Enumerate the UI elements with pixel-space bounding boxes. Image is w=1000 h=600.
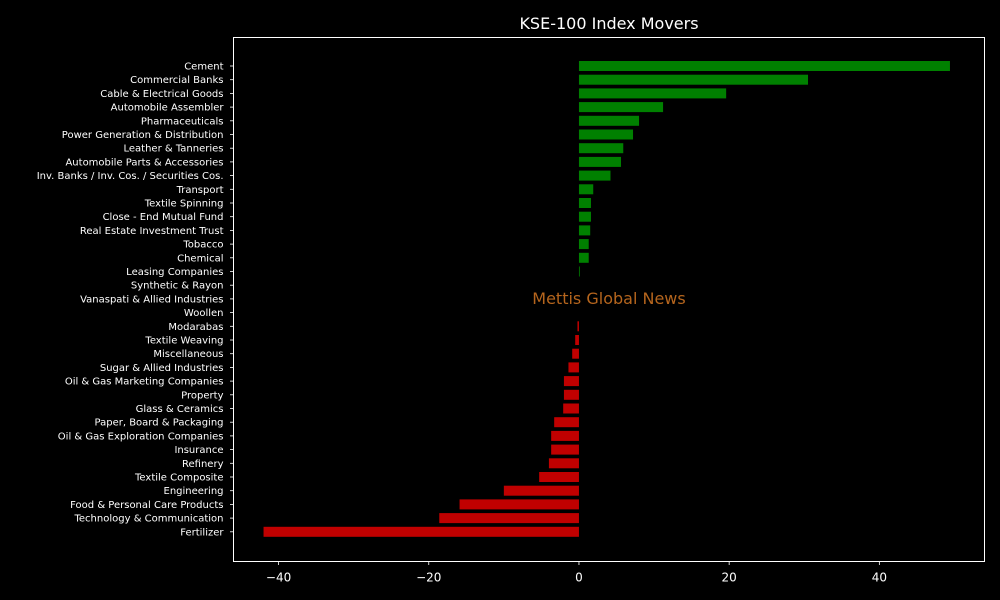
bar-28 [551,444,579,455]
bar-25 [563,403,579,414]
category-label-16: Synthetic & Rayon [131,281,224,292]
category-label-15: Leasing Companies [126,267,223,278]
bar-30 [539,472,579,482]
category-label-29: Refinery [182,459,224,470]
bar-1 [578,74,809,85]
bar-34 [263,526,579,537]
x-axis: −40 −20 0 20 40 [266,561,887,585]
category-label-11: Close - End Mutual Fund [103,212,224,223]
category-label-28: Insurance [174,445,223,456]
x-tick-label-3: 20 [722,571,737,585]
bar-0 [578,61,950,71]
category-label-0: Cement [184,62,223,73]
category-label-22: Sugar & Allied Industries [100,363,224,374]
category-label-19: Modarabas [168,322,223,333]
x-tick-label-0: −40 [266,571,291,585]
x-tick-label-4: 40 [872,571,887,585]
bar-11 [578,211,591,222]
category-label-23: Oil & Gas Marketing Companies [65,377,224,388]
category-label-10: Textile Spinning [144,199,224,210]
bar-2 [578,88,727,99]
bar-31 [503,485,579,496]
category-label-5: Power Generation & Distribution [62,130,224,141]
category-label-4: Pharmaceuticals [141,116,224,127]
category-label-26: Paper, Board & Packaging [95,418,224,429]
category-label-6: Leather & Tanneries [123,144,223,155]
category-label-33: Technology & Communication [74,514,224,525]
bar-6 [578,143,624,154]
bar-4 [578,115,640,126]
bar-29 [548,458,579,469]
category-label-8: Inv. Banks / Inv. Cos. / Securities Cos. [37,171,224,182]
bar-20 [575,335,579,345]
category-label-24: Property [181,390,223,401]
bar-13 [578,239,589,250]
bar-10 [578,198,591,208]
category-label-1: Commercial Banks [130,75,223,86]
bar-24 [563,389,579,400]
category-label-13: Tobacco [182,240,223,251]
bar-12 [578,225,591,236]
bar-5 [578,129,634,140]
category-label-9: Transport [176,185,224,196]
bar-23 [563,376,579,387]
x-tick-label-1: −20 [416,571,441,585]
bar-3 [578,102,664,113]
bar-26 [554,417,579,428]
watermark-text: Mettis Global News [532,289,685,308]
bar-9 [578,184,594,195]
bar-15 [578,266,580,277]
plot-frame [233,37,985,562]
chart-title: KSE-100 Index Movers [519,14,698,33]
category-label-21: Miscellaneous [153,349,223,360]
category-label-17: Vanaspati & Allied Industries [80,294,223,305]
category-label-25: Glass & Ceramics [136,404,224,415]
bar-14 [578,252,589,263]
category-label-14: Chemical [177,253,223,264]
bar-7 [578,156,622,167]
category-label-27: Oil & Gas Exploration Companies [58,431,224,442]
y-axis: Cement Commercial Banks Cable & Electrical… [37,62,234,538]
category-label-31: Engineering [164,486,224,497]
x-tick-label-2: 0 [575,571,583,585]
category-label-32: Food & Personal Care Products [70,500,223,511]
bar-27 [551,430,579,441]
bar-33 [439,513,579,524]
category-label-2: Cable & Electrical Goods [100,89,223,100]
bar-8 [578,170,611,181]
category-label-3: Automobile Assembler [111,103,225,114]
bar-19 [577,321,579,332]
bars-group [263,61,950,537]
category-label-7: Automobile Parts & Accessories [65,157,223,168]
category-label-18: Woollen [184,308,224,319]
category-label-34: Fertilizer [180,527,224,538]
bar-22 [568,362,579,373]
category-label-20: Textile Weaving [144,336,223,347]
bar-21 [572,348,579,359]
category-label-30: Textile Composite [134,473,223,484]
bar-32 [459,499,579,510]
category-label-12: Real Estate Investment Trust [80,226,224,237]
